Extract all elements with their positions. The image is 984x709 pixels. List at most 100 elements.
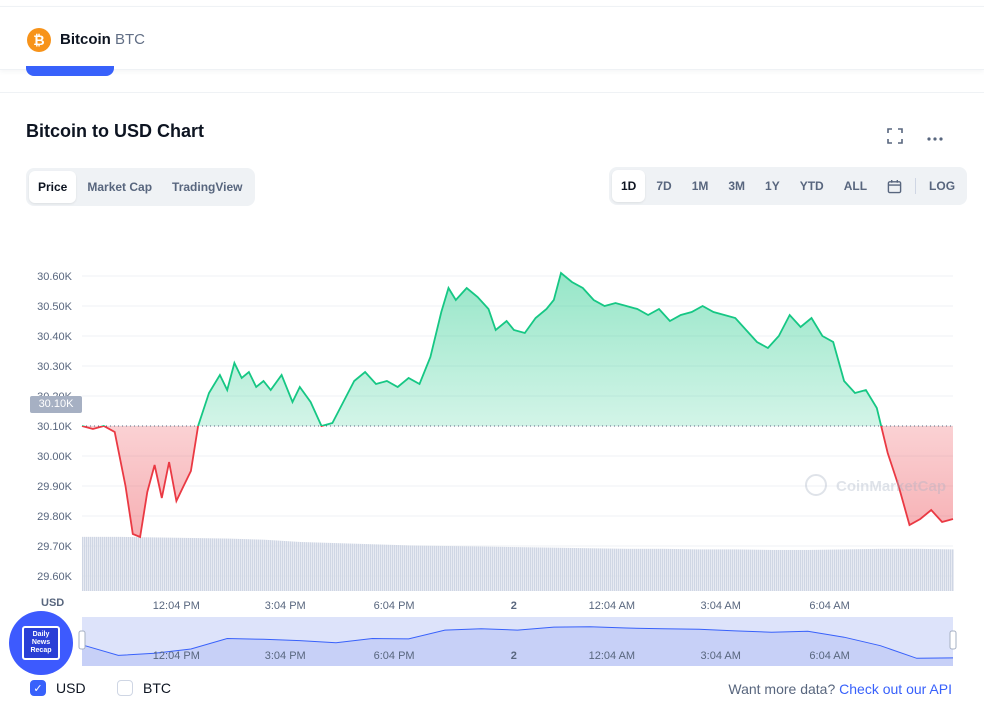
volume-bar — [242, 539, 244, 591]
range-7d[interactable]: 7D — [656, 179, 672, 193]
volume-bar — [662, 548, 664, 591]
volume-bar — [704, 549, 706, 591]
navigator-handle-left[interactable] — [78, 630, 86, 650]
volume-bar — [694, 549, 696, 591]
volume-bar — [840, 549, 842, 591]
volume-bar — [634, 548, 636, 591]
volume-bar — [128, 537, 130, 591]
navigator-tick-label: 3:04 AM — [701, 650, 741, 662]
volume-bar — [788, 549, 790, 591]
volume-bar — [186, 537, 188, 591]
volume-bar — [208, 538, 210, 591]
volume-bar — [622, 548, 624, 591]
api-link[interactable]: Check out our API — [839, 681, 952, 697]
tab-market-cap[interactable]: Market Cap — [87, 180, 153, 194]
volume-bar — [496, 546, 498, 591]
volume-bar — [184, 537, 186, 591]
range-3m[interactable]: 3M — [728, 179, 746, 193]
btc-checkbox[interactable] — [117, 680, 133, 696]
volume-bar — [722, 549, 724, 591]
volume-bar — [100, 536, 102, 591]
range-1m[interactable]: 1M — [691, 179, 709, 193]
range-ytd[interactable]: YTD — [799, 179, 824, 193]
volume-bar — [814, 549, 816, 591]
volume-bar — [832, 549, 834, 591]
range-1y[interactable]: 1Y — [765, 179, 780, 193]
volume-bar — [342, 543, 344, 591]
volume-bar — [882, 548, 884, 591]
volume-bar — [230, 538, 232, 591]
volume-bar — [932, 549, 934, 591]
volume-bar — [300, 541, 302, 591]
volume-bar — [674, 548, 676, 591]
tab-tradingview[interactable]: TradingView — [172, 180, 243, 194]
coin-symbol: BTC — [115, 31, 145, 48]
volume-bar — [358, 543, 360, 591]
coin-name[interactable]: Bitcoin — [60, 31, 111, 48]
volume-bar — [364, 543, 366, 591]
volume-bar — [164, 537, 166, 591]
volume-bar — [440, 545, 442, 591]
volume-bar — [382, 544, 384, 591]
legend-usd[interactable]: ✓ USD — [30, 680, 86, 696]
volume-bar — [540, 547, 542, 591]
volume-bar — [160, 537, 162, 591]
volume-bar — [640, 548, 642, 591]
range-1d[interactable]: 1D — [612, 170, 646, 202]
volume-bar — [700, 549, 702, 591]
volume-bar — [914, 548, 916, 591]
usd-checkbox[interactable]: ✓ — [30, 680, 46, 696]
volume-bar — [728, 549, 730, 591]
volume-bar — [304, 542, 306, 591]
log-toggle[interactable]: LOG — [929, 179, 956, 193]
volume-bar — [896, 548, 898, 591]
volume-bar — [310, 542, 312, 591]
navigator-area — [82, 626, 953, 666]
volume-bar — [136, 537, 138, 591]
volume-bar — [524, 547, 526, 591]
volume-bar — [792, 549, 794, 591]
volume-bar — [238, 538, 240, 591]
volume-bar — [214, 538, 216, 591]
tab-price[interactable]: Price — [29, 171, 77, 203]
daily-news-recap-logo[interactable]: Daily News Recap — [9, 611, 73, 675]
navigator-handle-right[interactable] — [949, 630, 957, 650]
volume-bar — [798, 549, 800, 591]
fullscreen-icon[interactable] — [885, 128, 905, 148]
volume-bar — [864, 549, 866, 591]
volume-bar — [514, 547, 516, 591]
volume-bar — [422, 545, 424, 591]
volume-bar — [380, 544, 382, 591]
calendar-icon[interactable] — [878, 170, 911, 202]
partial-action-button[interactable] — [26, 66, 114, 76]
volume-bar — [552, 547, 554, 591]
y-tick-label: 29.90K — [37, 481, 73, 493]
volume-bar — [846, 549, 848, 591]
volume-bar — [482, 546, 484, 591]
volume-bar — [944, 549, 946, 591]
y-tick-label: 30.00K — [37, 451, 73, 463]
volume-bar — [418, 545, 420, 591]
volume-bar — [328, 542, 330, 591]
navigator-tick-label: 6:04 AM — [809, 650, 849, 662]
volume-bar — [642, 548, 644, 591]
legend-btc[interactable]: BTC — [117, 680, 171, 696]
volume-bar — [338, 543, 340, 591]
volume-bar — [244, 539, 246, 591]
volume-bar — [374, 544, 376, 591]
volume-bar — [480, 546, 482, 591]
price-chart[interactable]: 30.60K30.50K30.40K30.30K30.20K30.10K30.0… — [0, 230, 984, 670]
volume-bar — [462, 546, 464, 591]
volume-bar — [534, 547, 536, 591]
volume-bar — [616, 548, 618, 591]
volume-bar — [934, 549, 936, 591]
volume-bar — [760, 549, 762, 591]
volume-bar — [384, 544, 386, 591]
volume-bar — [734, 549, 736, 591]
volume-bar — [564, 547, 566, 591]
volume-bar — [512, 547, 514, 591]
volume-bar — [592, 548, 594, 591]
volume-bar — [86, 536, 88, 591]
range-all[interactable]: ALL — [843, 179, 868, 193]
more-icon[interactable] — [925, 128, 945, 148]
